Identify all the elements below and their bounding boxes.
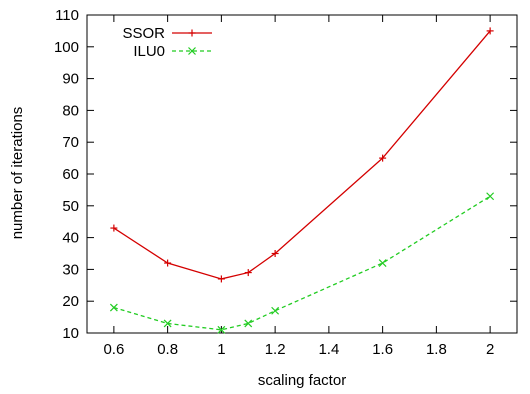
legend-marker-ilu0 [188,47,196,55]
series-ssor [110,27,494,283]
x-tick-label: 0.8 [157,341,178,358]
y-tick-label: 10 [62,325,79,342]
y-tick-label: 30 [62,261,79,278]
legend-label-ssor: SSOR [122,25,165,42]
x-tick-label: 1.8 [426,341,447,358]
x-tick-label: 0.6 [103,341,124,358]
legend-label-ilu0: ILU0 [133,43,165,60]
data-point-ilu0 [109,303,118,312]
plot-frame [86,14,518,334]
x-tick-label: 1 [217,341,225,358]
series-ilu0 [109,192,495,334]
y-tick-label: 100 [54,39,79,56]
x-axis-label: scaling factor [258,372,346,389]
plot-area [86,14,518,334]
x-tick-label: 2 [486,341,494,358]
series-line-ssor [113,30,491,280]
y-tick-label: 110 [55,7,79,24]
data-point-ilu0 [271,306,280,315]
x-tick-label: 1.6 [372,341,393,358]
y-axis-label: number of iterations [9,107,26,240]
y-tick-label: 80 [62,102,79,119]
y-tick-label: 50 [62,198,79,215]
data-point-ilu0 [217,325,226,334]
data-point-ilu0 [378,259,387,267]
y-tick-label: 90 [62,71,79,88]
y-tick-label: 40 [62,230,79,247]
data-point-ilu0 [486,192,495,201]
series-layer [109,27,495,334]
x-tick-label: 1.2 [265,341,286,358]
y-tick-label: 60 [62,166,79,183]
y-tick-label: 20 [62,293,79,310]
y-axis: 10 20 30 40 50 60 70 80 90 100 110 [54,7,517,342]
x-axis: 0.6 0.8 1 1.2 1.4 1.6 1.8 2 [103,15,494,358]
data-point-ilu0 [163,319,172,328]
x-tick-label: 1.4 [318,341,339,358]
data-point-ilu0 [244,319,253,328]
y-tick-label: 70 [62,134,79,151]
